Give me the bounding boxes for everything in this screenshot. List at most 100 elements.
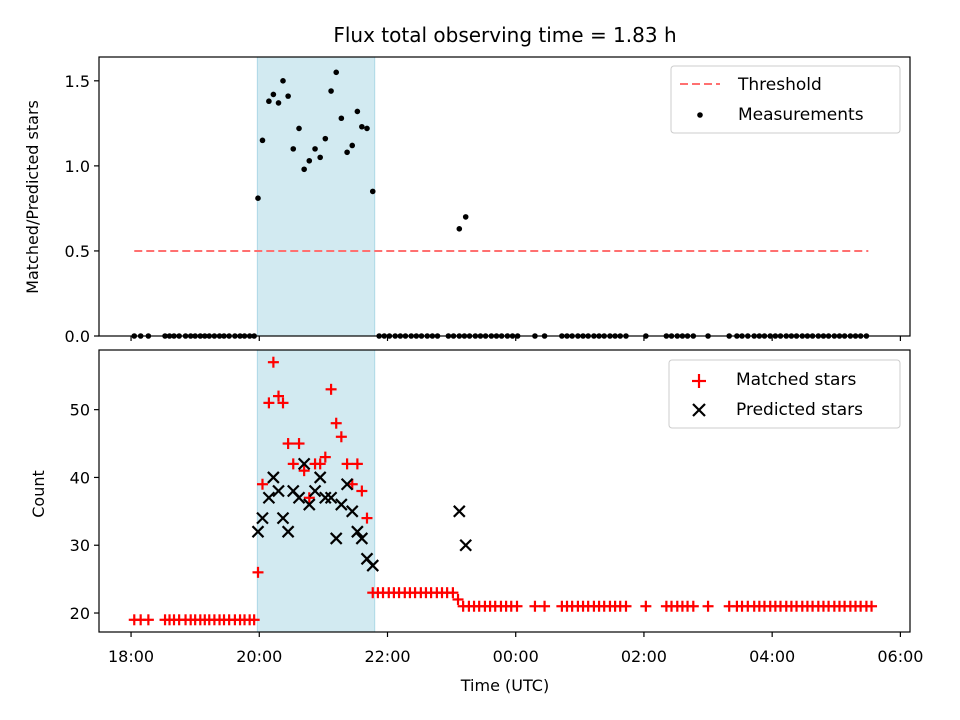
matched-star-point <box>277 397 289 409</box>
matched-star-point <box>335 431 347 443</box>
measurement-point <box>328 88 334 94</box>
top-observing-window-span <box>256 56 376 337</box>
predicted-star-point <box>366 559 380 572</box>
matched-star-point <box>142 614 154 626</box>
top-panel: 0.0 0.5 1.0 1.5 Matched/Predicted stars Thr… <box>23 56 911 346</box>
matched-star-point <box>452 593 464 605</box>
bottom-panel: 20 30 40 50 18:00 20:00 22:00 00:00 02:00 04:00 0… <box>29 349 923 695</box>
matched-star-point <box>356 485 368 497</box>
measurement-point <box>296 125 302 132</box>
measurement-point <box>285 93 291 99</box>
matched-star-point <box>287 458 299 470</box>
predicted-star-point <box>256 511 269 525</box>
matched-star-point <box>620 600 632 612</box>
matched-star-point <box>702 600 714 612</box>
predicted-star-point <box>329 532 343 545</box>
legend-measurements-swatch <box>697 112 703 118</box>
measurement-point <box>275 100 282 106</box>
matched-star-point <box>314 458 326 470</box>
legend-threshold-label: Threshold <box>737 75 822 95</box>
top-y-tick-label: 0.0 <box>65 327 90 346</box>
predicted-star-point <box>345 505 359 518</box>
matched-star-point <box>341 458 353 470</box>
predicted-star-point <box>292 491 306 505</box>
matched-star-point <box>447 587 459 599</box>
predicted-star-point <box>324 491 338 505</box>
x-tick-label: 18:00 <box>108 647 154 666</box>
chart-title: Flux total observing time = 1.83 h <box>333 23 676 47</box>
matched-star-point <box>303 492 315 504</box>
legend-measurements-label: Measurements <box>738 105 864 125</box>
measurement-point <box>312 146 318 152</box>
measurement-point <box>462 214 469 220</box>
predicted-star-point <box>459 538 472 552</box>
measurement-point <box>306 157 313 164</box>
matched-star-point <box>511 600 523 612</box>
matched-star-point <box>539 600 551 612</box>
predicted-star-point <box>453 505 466 518</box>
matched-star-point <box>256 478 268 490</box>
matched-star-point <box>252 566 264 578</box>
predicted-star-point <box>355 532 369 545</box>
bottom-legend-box <box>668 359 901 429</box>
matched-star-point <box>273 390 285 402</box>
predicted-star-point <box>351 525 364 538</box>
predicted-star-point <box>340 477 354 491</box>
bottom-panel-frame <box>98 349 911 633</box>
predicted-star-point <box>303 498 316 511</box>
x-tick-label: 06:00 <box>877 647 923 666</box>
measurement-point <box>322 135 329 142</box>
x-tick-label: 00:00 <box>493 647 539 666</box>
predicted-star-point <box>267 471 280 484</box>
predicted-star-point <box>308 484 322 498</box>
predicted-star-point <box>297 457 311 471</box>
measurement-point <box>344 149 350 156</box>
bottom-y-tick-label: 50 <box>70 401 90 420</box>
measurement-point <box>280 78 286 84</box>
measurement-point <box>354 108 361 115</box>
matched-star-point <box>640 600 652 612</box>
matched-star-point <box>687 600 699 612</box>
x-axis-label: Time (UTC) <box>460 676 549 695</box>
legend-predicted-swatch <box>692 403 706 417</box>
top-legend: Threshold Measurements <box>670 65 901 134</box>
top-y-axis-label: Matched/Predicted stars <box>23 100 42 294</box>
predicted-star-point <box>251 525 265 538</box>
top-y-tick-label: 1.5 <box>65 72 90 91</box>
measurement-point <box>364 125 370 132</box>
measurement-point <box>338 115 345 122</box>
top-y-tick-label: 1.0 <box>65 157 90 176</box>
matched-star-point <box>248 614 260 626</box>
measurement-point <box>349 142 356 149</box>
matched-star-point <box>282 438 294 450</box>
measurement-point <box>270 91 277 98</box>
bottom-y-tick-label: 20 <box>70 604 90 623</box>
predicted-star-point <box>272 484 285 498</box>
x-tick-label: 22:00 <box>364 647 410 666</box>
matched-star-point <box>866 600 878 612</box>
matched-star-point <box>319 451 331 463</box>
measurement-point <box>266 98 272 105</box>
matched-star-point <box>298 465 310 477</box>
top-panel-frame <box>98 56 911 337</box>
matched-star-point <box>325 383 337 395</box>
bottom-y-axis-label: Count <box>29 470 48 518</box>
measurement-point <box>301 166 307 173</box>
matched-star-point <box>330 417 342 429</box>
matched-star-point <box>529 600 541 612</box>
bottom-legend: Matched stars Predicted stars <box>668 359 901 429</box>
matched-star-point <box>267 356 279 368</box>
top-legend-box <box>670 65 901 134</box>
measurement-point <box>456 226 463 232</box>
measurement-point <box>333 69 340 76</box>
predicted-star-point <box>262 491 276 505</box>
predicted-star-point <box>276 511 290 525</box>
bottom-y-tick-label: 40 <box>70 468 90 487</box>
legend-matched-label: Matched stars <box>736 370 856 390</box>
matched-star-point <box>293 438 305 450</box>
measurement-point <box>359 123 365 130</box>
top-y-tick-label: 0.5 <box>65 242 90 261</box>
predicted-star-point <box>281 525 295 538</box>
measurement-point <box>259 137 266 144</box>
